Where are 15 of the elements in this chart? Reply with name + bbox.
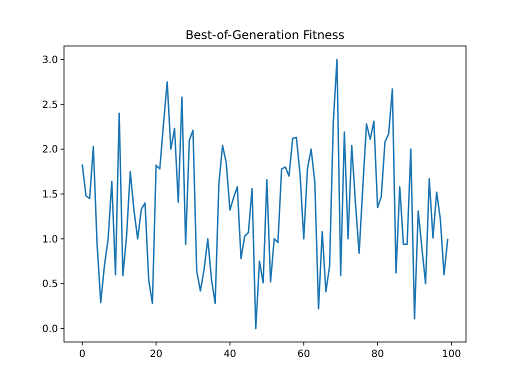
y-tick-label: 2.5	[42, 100, 58, 111]
x-tick-label: 80	[371, 349, 384, 360]
x-tick-label: 40	[224, 349, 236, 360]
line-series	[82, 58, 448, 330]
x-tick-label: 0	[79, 349, 86, 360]
y-tick-label: 2.0	[42, 144, 58, 156]
y-tick-label: 3.0	[42, 54, 58, 66]
x-tick-label: 100	[442, 349, 461, 360]
y-tick-label: 1.5	[42, 190, 58, 200]
y-tick-label: 1.0	[42, 234, 58, 246]
x-tick-label: 20	[150, 349, 162, 360]
y-tick-label: 0.5	[42, 279, 58, 290]
y-tick-label: 0.0	[42, 324, 58, 336]
x-tick-label: 60	[297, 349, 310, 360]
chart-title: Best-of-Generation Fitness	[185, 28, 345, 42]
